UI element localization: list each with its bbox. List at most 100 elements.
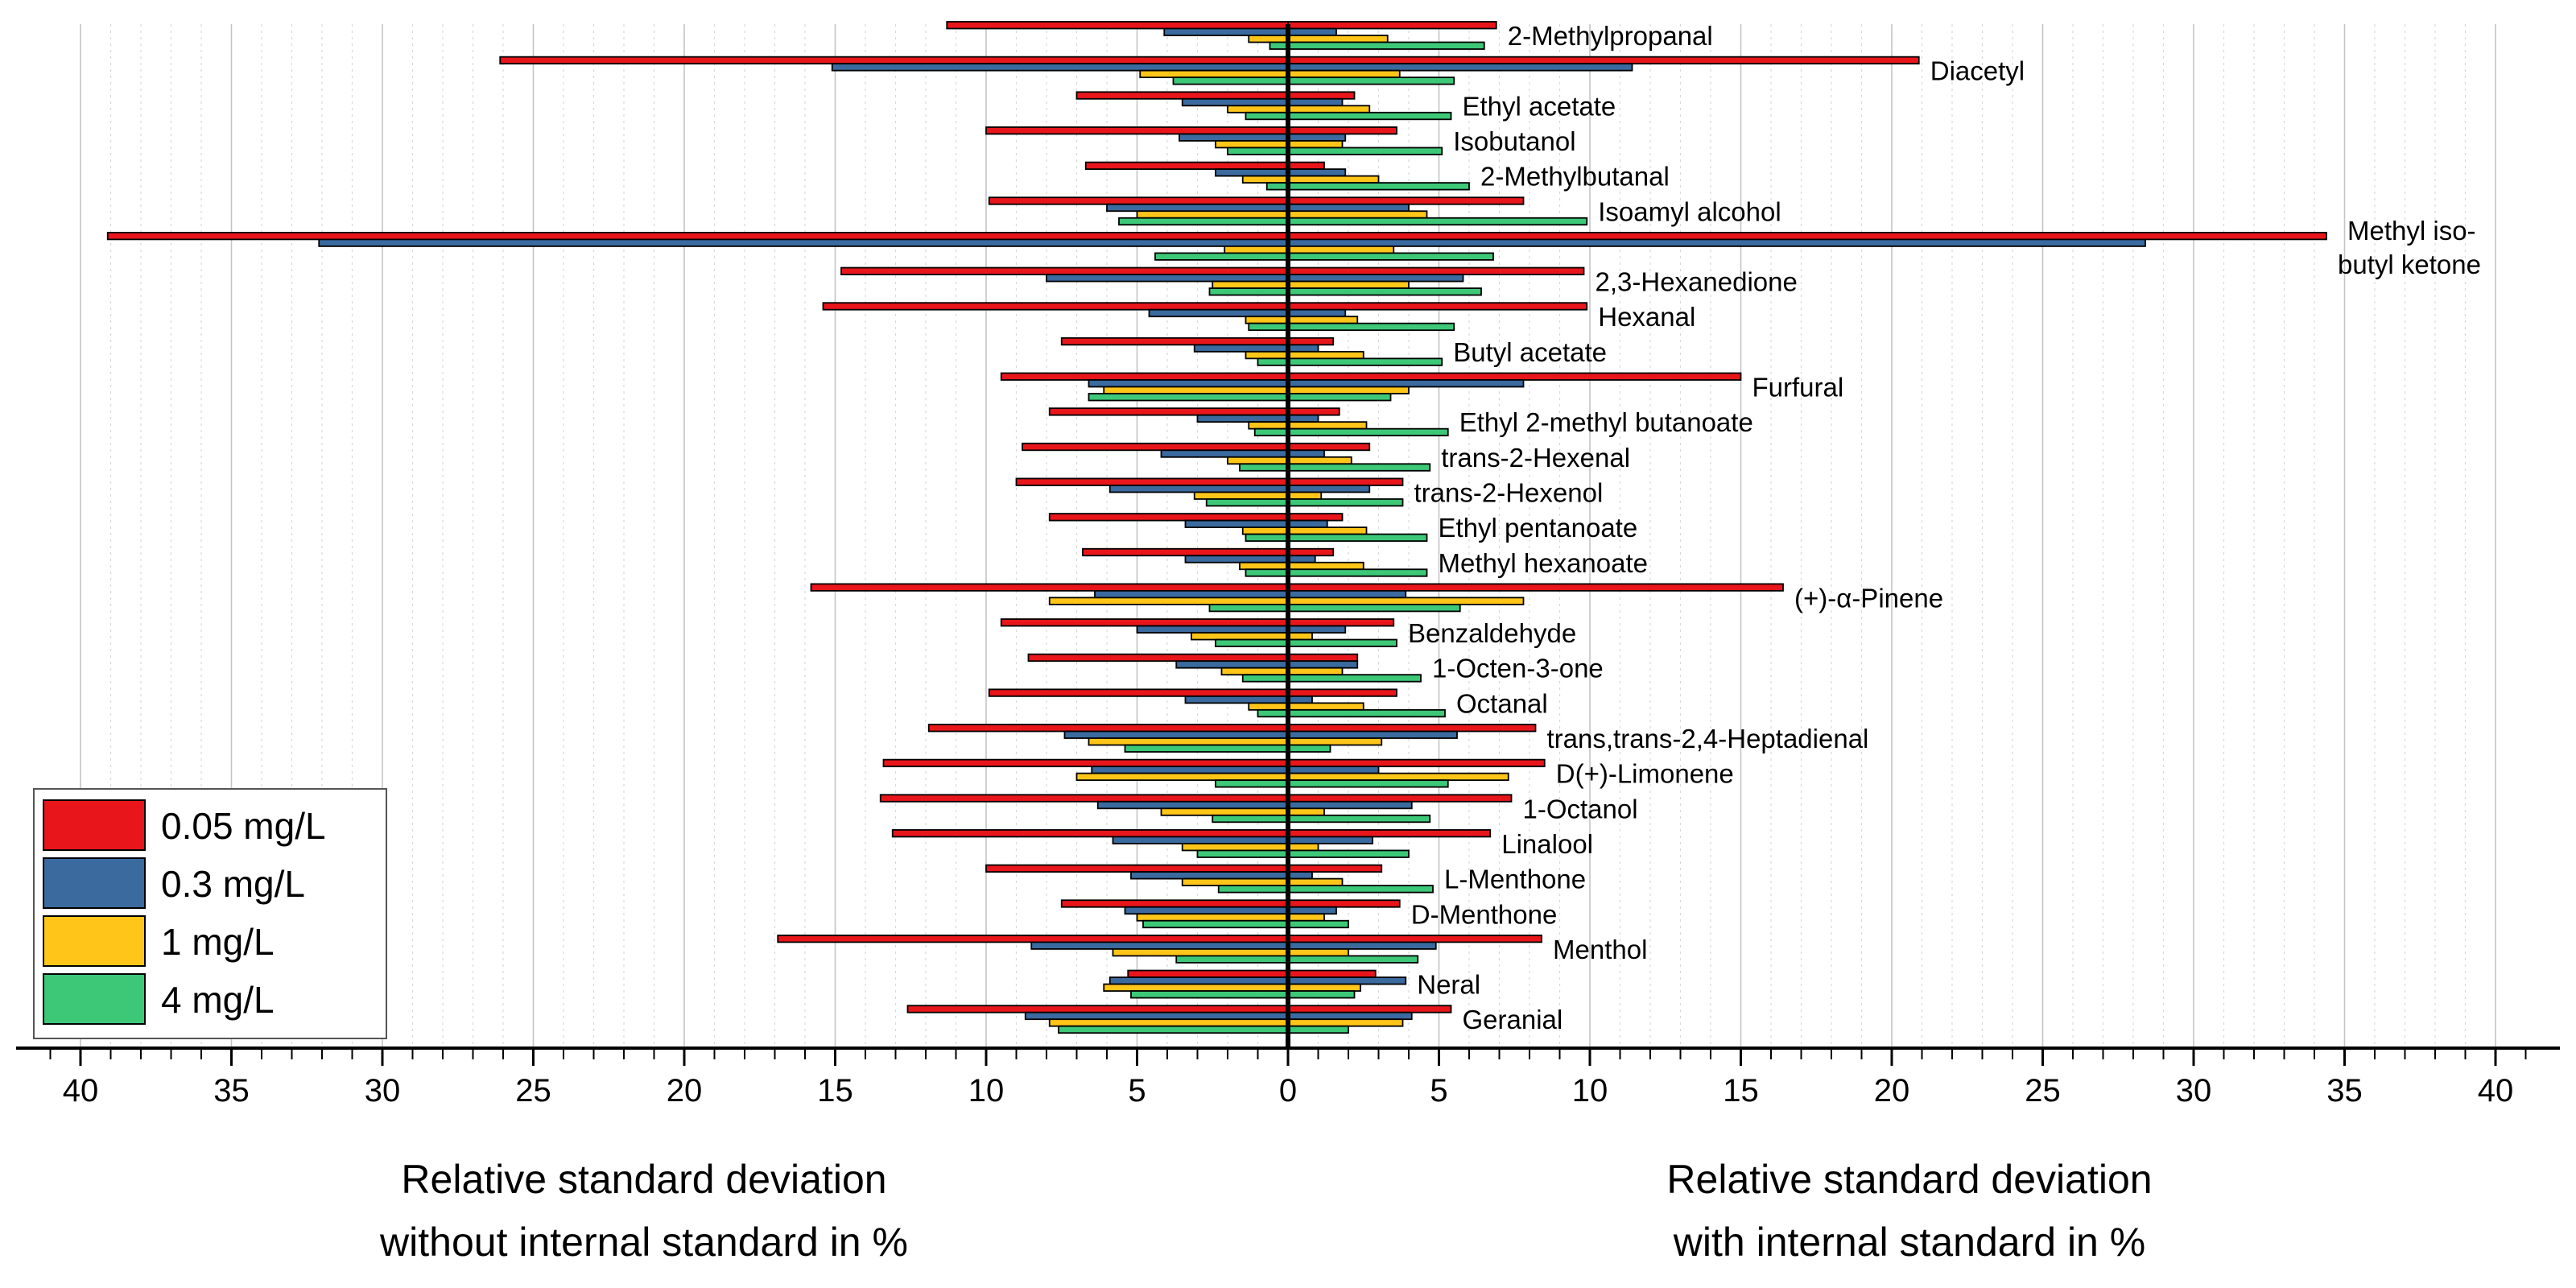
bar-without-2: [1239, 561, 1289, 571]
bar-with-3: [1287, 287, 1482, 296]
bar-with-3: [1287, 708, 1446, 718]
bar-with-3: [1287, 533, 1428, 542]
bar-without-1: [1088, 379, 1289, 388]
bar-with-2: [1287, 702, 1364, 711]
bar-without-0: [985, 126, 1289, 135]
compound-label: Isobutanol: [1453, 126, 1575, 156]
bar-with-3: [1287, 849, 1410, 858]
right-axis-title-line1: Relative standard deviation: [1666, 1157, 2152, 1202]
bar-with-0: [1287, 56, 1920, 65]
bar-without-2: [1220, 667, 1289, 676]
bar-without-0: [882, 758, 1289, 768]
x-tick-label: 0: [1279, 1073, 1297, 1108]
bar-with-2: [1287, 105, 1371, 114]
bar-with-1: [1287, 63, 1633, 72]
compound-label: trans-2-Hexenal: [1441, 443, 1630, 473]
x-tick-label: 10: [1572, 1073, 1608, 1108]
bar-without-1: [1096, 800, 1289, 810]
bar-without-2: [1224, 245, 1289, 254]
bar-without-0: [1127, 969, 1289, 978]
bar-with-1: [1287, 625, 1347, 634]
compound-group: [988, 688, 1446, 718]
compound-group: [882, 758, 1546, 788]
legend-swatch-2: [43, 915, 146, 967]
legend: 0.05 mg/L 0.3 mg/L 1 mg/L 4 mg/L: [33, 788, 387, 1039]
bar-without-1: [1184, 695, 1289, 704]
bar-with-3: [1287, 427, 1449, 437]
bar-with-1: [1287, 766, 1380, 774]
bar-without-1: [831, 63, 1289, 72]
bar-without-2: [1048, 1018, 1289, 1027]
bars: [106, 21, 2327, 1034]
bar-with-3: [1287, 217, 1588, 226]
bar-without-3: [1205, 498, 1289, 507]
bar-without-1: [1063, 730, 1289, 739]
bar-with-3: [1287, 919, 1349, 929]
bar-with-0: [1287, 336, 1335, 346]
bar-with-1: [1287, 695, 1313, 704]
bar-without-2: [1075, 772, 1289, 782]
bar-with-2: [1287, 69, 1401, 79]
bar-without-2: [1245, 316, 1289, 324]
compound-group: [1082, 547, 1428, 577]
bar-without-0: [1060, 336, 1289, 346]
bar-without-3: [1208, 287, 1289, 296]
bar-without-0: [1082, 547, 1289, 557]
bar-without-2: [1245, 350, 1289, 360]
compound-group: [1048, 407, 1449, 437]
bar-without-1: [1094, 590, 1289, 599]
bar-with-0: [1287, 899, 1401, 908]
bar-without-0: [1048, 513, 1289, 522]
bar-without-3: [1215, 779, 1289, 788]
legend-item-1: 0.3 mg/L: [43, 857, 305, 909]
bar-with-3: [1287, 638, 1397, 647]
bar-with-3: [1287, 814, 1431, 824]
bar-without-0: [1048, 407, 1289, 416]
bar-with-0: [1287, 583, 1784, 592]
bar-without-3: [1130, 990, 1289, 999]
bar-with-1: [1287, 941, 1437, 950]
compound-group: [1015, 477, 1404, 507]
bar-with-0: [1287, 231, 2327, 241]
bar-without-3: [1241, 674, 1289, 683]
bar-with-0: [1287, 196, 1525, 205]
bar-without-2: [1248, 421, 1289, 430]
bar-without-0: [985, 864, 1289, 873]
x-tick-label: 35: [2326, 1073, 2363, 1108]
bar-with-2: [1287, 632, 1313, 641]
compound-group: [985, 864, 1434, 894]
compound-label: L-Menthone: [1444, 865, 1586, 894]
compound-group: [988, 196, 1588, 226]
compound-label: Diacetyl: [1930, 56, 2025, 86]
bar-without-2: [1241, 526, 1289, 535]
compound-label: Hexanal: [1598, 302, 1695, 332]
bar-without-1: [1163, 27, 1289, 36]
bar-with-3: [1287, 604, 1461, 613]
bar-without-0: [1000, 372, 1289, 381]
compound-group: [1084, 161, 1470, 191]
bar-without-3: [1142, 919, 1289, 929]
bar-without-2: [1136, 913, 1289, 922]
compound-label: 2-Methylbutanal: [1480, 162, 1670, 192]
bar-with-1: [1287, 485, 1371, 493]
compound-group: [810, 583, 1784, 613]
compound-label: Menthol: [1553, 935, 1647, 964]
bar-with-1: [1287, 274, 1464, 283]
bar-with-0: [1287, 724, 1537, 733]
bar-without-0: [822, 302, 1289, 311]
legend-swatch-1: [43, 857, 146, 909]
x-tick-label: 15: [817, 1073, 853, 1108]
bar-with-1: [1287, 555, 1316, 564]
bar-with-0: [1287, 21, 1497, 30]
bar-without-3: [1215, 638, 1289, 647]
bar-with-1: [1287, 519, 1328, 528]
bar-with-1: [1287, 168, 1347, 177]
bar-with-2: [1287, 877, 1344, 886]
bar-without-2: [1112, 948, 1289, 957]
bar-with-2: [1287, 316, 1359, 324]
bar-with-3: [1287, 76, 1455, 85]
bar-with-0: [1287, 653, 1359, 663]
bar-with-3: [1287, 41, 1485, 50]
compound-group: [106, 231, 2327, 261]
bar-without-3: [1239, 463, 1289, 472]
